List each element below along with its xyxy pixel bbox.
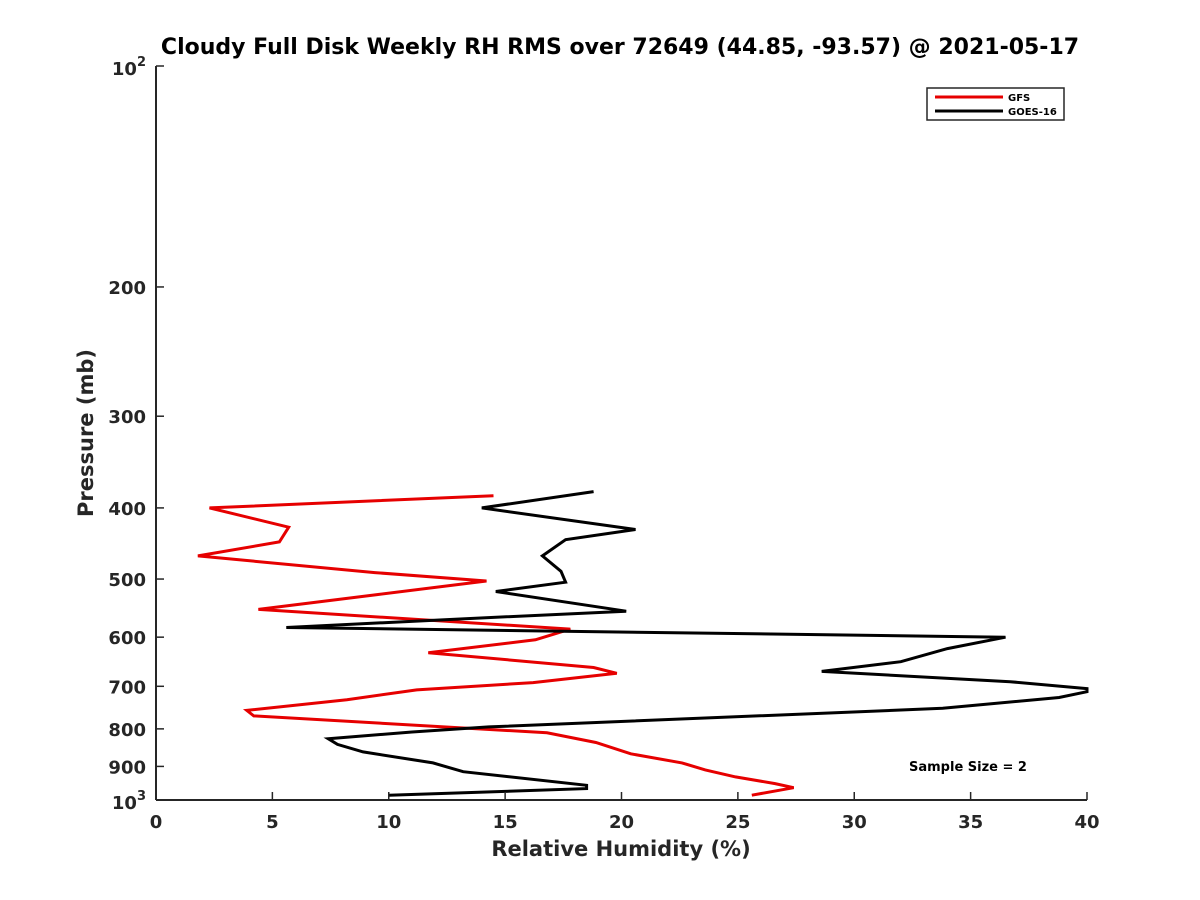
y-tick-label-exponent: 2 — [137, 55, 146, 70]
sample-size-annotation: Sample Size = 2 — [909, 760, 1027, 775]
x-tick-label: 30 — [842, 812, 867, 833]
series-layer — [197, 490, 1089, 797]
y-tick-label: 500 — [108, 570, 146, 591]
x-tick-label: 20 — [609, 812, 634, 833]
y-tick-label: 200 — [108, 278, 146, 299]
legend-label-gfs: GFS — [1008, 93, 1030, 104]
y-tick-label: 900 — [108, 757, 146, 778]
legend: GFS GOES-16 — [926, 87, 1065, 121]
plot-area: 0 5 10 15 20 25 30 35 40 10220030040050060070080… — [108, 55, 1099, 833]
y-tick-label-base: 10 — [112, 59, 137, 80]
y-tick-label: 700 — [108, 677, 146, 698]
series-line-goes16 — [286, 490, 1089, 797]
y-axis-label: Pressure (mb) — [74, 349, 98, 517]
legend-label-goes16: GOES-16 — [1008, 107, 1057, 118]
x-axis-label: Relative Humidity (%) — [491, 837, 750, 861]
x-tick-label: 35 — [958, 812, 983, 833]
x-tick-label: 25 — [725, 812, 750, 833]
series-line-gfs — [197, 494, 795, 797]
y-tick-label-base: 10 — [112, 793, 137, 814]
x-tick-label: 10 — [376, 812, 401, 833]
chart-title: Cloudy Full Disk Weekly RH RMS over 7264… — [161, 35, 1079, 60]
y-tick-label: 102 — [112, 55, 146, 80]
legend-box — [926, 87, 1065, 121]
y-tick-label: 800 — [108, 720, 146, 741]
x-tick-label: 0 — [150, 812, 163, 833]
x-tick-label: 15 — [493, 812, 518, 833]
y-tick-label: 600 — [108, 628, 146, 649]
y-tick-label: 300 — [108, 407, 146, 428]
y-tick-label: 400 — [108, 499, 146, 520]
y-tick-label-exponent: 3 — [137, 789, 146, 804]
y-tick-label: 103 — [112, 789, 146, 814]
x-tick-label: 40 — [1074, 812, 1099, 833]
x-axis-ticks: 0 5 10 15 20 25 30 35 40 — [150, 792, 1100, 833]
x-tick-label: 5 — [266, 812, 279, 833]
